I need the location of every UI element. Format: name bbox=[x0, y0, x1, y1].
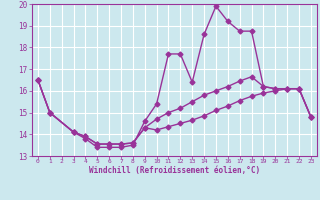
X-axis label: Windchill (Refroidissement éolien,°C): Windchill (Refroidissement éolien,°C) bbox=[89, 166, 260, 175]
